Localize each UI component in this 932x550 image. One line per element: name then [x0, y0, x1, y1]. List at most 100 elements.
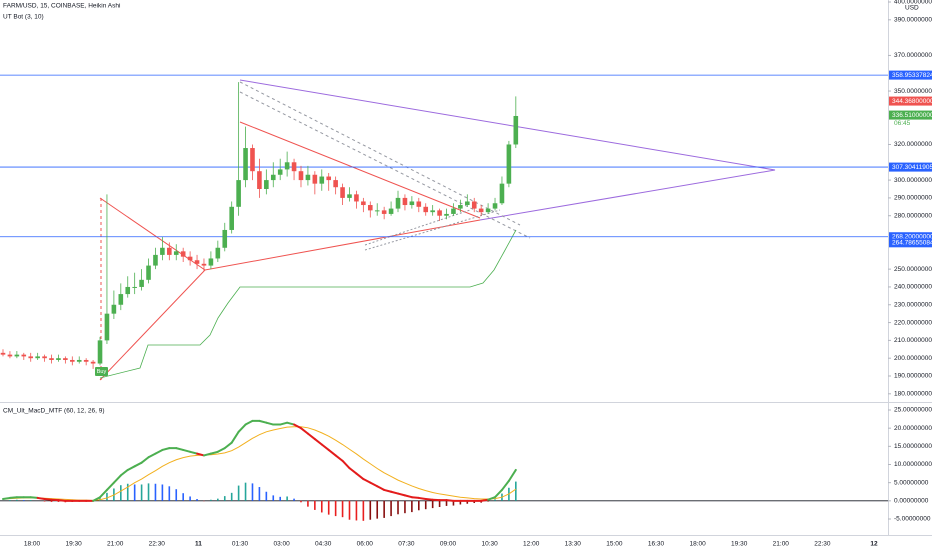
candle-body: [513, 115, 519, 145]
macd-segment: [161, 447, 171, 451]
price-tick-label: 300.00000000: [894, 177, 932, 184]
histogram-bar: [175, 489, 178, 501]
macd-title: CM_Ult_MacD_MTF (60, 12, 26, 9): [3, 408, 105, 415]
candle-body: [139, 279, 144, 287]
histogram-bar: [57, 500, 60, 502]
histogram-bar: [182, 493, 184, 501]
histogram-bar: [300, 500, 302, 503]
histogram-bar: [459, 500, 462, 505]
indicator-title: UT Bot (3, 10): [3, 14, 44, 21]
candle-body: [208, 258, 214, 266]
candle-body: [270, 174, 276, 181]
candle-body: [70, 359, 75, 362]
macd-segment: [293, 423, 302, 430]
candle-body: [465, 201, 470, 206]
candle-body: [485, 208, 491, 213]
candle-body: [444, 213, 449, 216]
candle-body: [326, 176, 332, 181]
macd-segment: [29, 496, 39, 499]
histogram-bar: [9, 500, 11, 501]
macd-segment: [306, 432, 316, 441]
macd-segment: [265, 421, 275, 426]
macd-segment: [327, 448, 337, 457]
candle-body: [173, 251, 179, 255]
price-tag-label: 268.20000000: [892, 233, 932, 240]
histogram-bar: [348, 500, 351, 520]
time-label: 07:30: [398, 541, 415, 548]
histogram-bar: [147, 483, 150, 501]
candle-body: [381, 210, 387, 214]
macd-segment: [175, 447, 185, 451]
price-tag: [889, 96, 932, 106]
candle-body: [471, 201, 477, 209]
histogram-bar: [196, 499, 198, 501]
candle-body: [257, 171, 262, 189]
macd-segment: [390, 490, 400, 495]
histogram-bar: [383, 500, 385, 518]
histogram-bar: [327, 500, 330, 515]
histogram-bar: [376, 500, 379, 519]
macd-segment: [119, 468, 129, 477]
price-tag-label: 336.51000000: [892, 112, 932, 119]
histogram-bar: [320, 500, 323, 513]
macd-segment: [397, 492, 406, 497]
candle-body: [90, 361, 96, 364]
gray-dashed-1: [239, 81, 521, 226]
histogram-bar: [473, 500, 476, 504]
price-tick-label: 220.00000000: [894, 319, 932, 326]
candle-body: [132, 286, 137, 288]
histogram-bar: [452, 500, 455, 506]
macd-segment: [334, 454, 344, 462]
histogram-bar: [154, 483, 157, 501]
macd-segment: [348, 467, 358, 475]
ut-bot-line: [99, 229, 517, 379]
histogram-bar: [244, 482, 247, 501]
histogram-bar: [22, 500, 25, 501]
candle-body: [111, 304, 117, 314]
candle-body: [430, 210, 435, 213]
macd-tick-label: 15.00000000: [894, 443, 932, 450]
candle-body: [409, 201, 415, 206]
macd-segment: [383, 488, 393, 493]
macd-segment: [369, 481, 379, 488]
time-label: 19:30: [731, 541, 748, 548]
time-label: 22:30: [814, 541, 831, 548]
purple-triangle: [239, 79, 776, 221]
macd-segment: [112, 474, 122, 484]
macd-tick-label: 20.00000000: [894, 425, 932, 432]
macd-segment: [147, 452, 157, 459]
candle-body: [160, 247, 165, 255]
time-label: 19:30: [65, 541, 82, 548]
histogram-bar: [217, 498, 219, 501]
candle-body: [104, 313, 110, 341]
macd-segment: [313, 438, 323, 446]
currency-label: USD: [905, 5, 919, 12]
candle-body: [333, 180, 338, 188]
macd-segment: [403, 494, 413, 499]
macd-segment: [133, 461, 143, 468]
macd-tick-label: 10.00000000: [894, 461, 932, 468]
macd-segment: [92, 496, 102, 502]
price-tick-label: 200.00000000: [894, 355, 932, 362]
time-label: 10:30: [481, 541, 498, 548]
macd-segment: [341, 459, 351, 470]
price-tick-label: 210.00000000: [894, 337, 932, 344]
macd-segment: [43, 498, 53, 501]
macd-segment: [8, 496, 18, 499]
macd-segment: [140, 456, 150, 464]
macd-segment: [189, 450, 199, 455]
histogram-bar: [355, 500, 358, 521]
candle-body: [187, 256, 193, 261]
price-tick-label: 190.00000000: [894, 373, 932, 380]
time-label: 21:00: [773, 541, 790, 548]
histogram-bar: [140, 484, 143, 501]
histogram-bar: [314, 500, 316, 510]
histogram-bar: [515, 481, 517, 501]
histogram-bar: [466, 500, 469, 504]
macd-segment: [376, 485, 386, 491]
candle-body: [35, 356, 40, 359]
histogram-bar: [390, 500, 392, 517]
candle-body: [319, 176, 325, 184]
price-tick-label: 280.00000000: [894, 212, 932, 219]
